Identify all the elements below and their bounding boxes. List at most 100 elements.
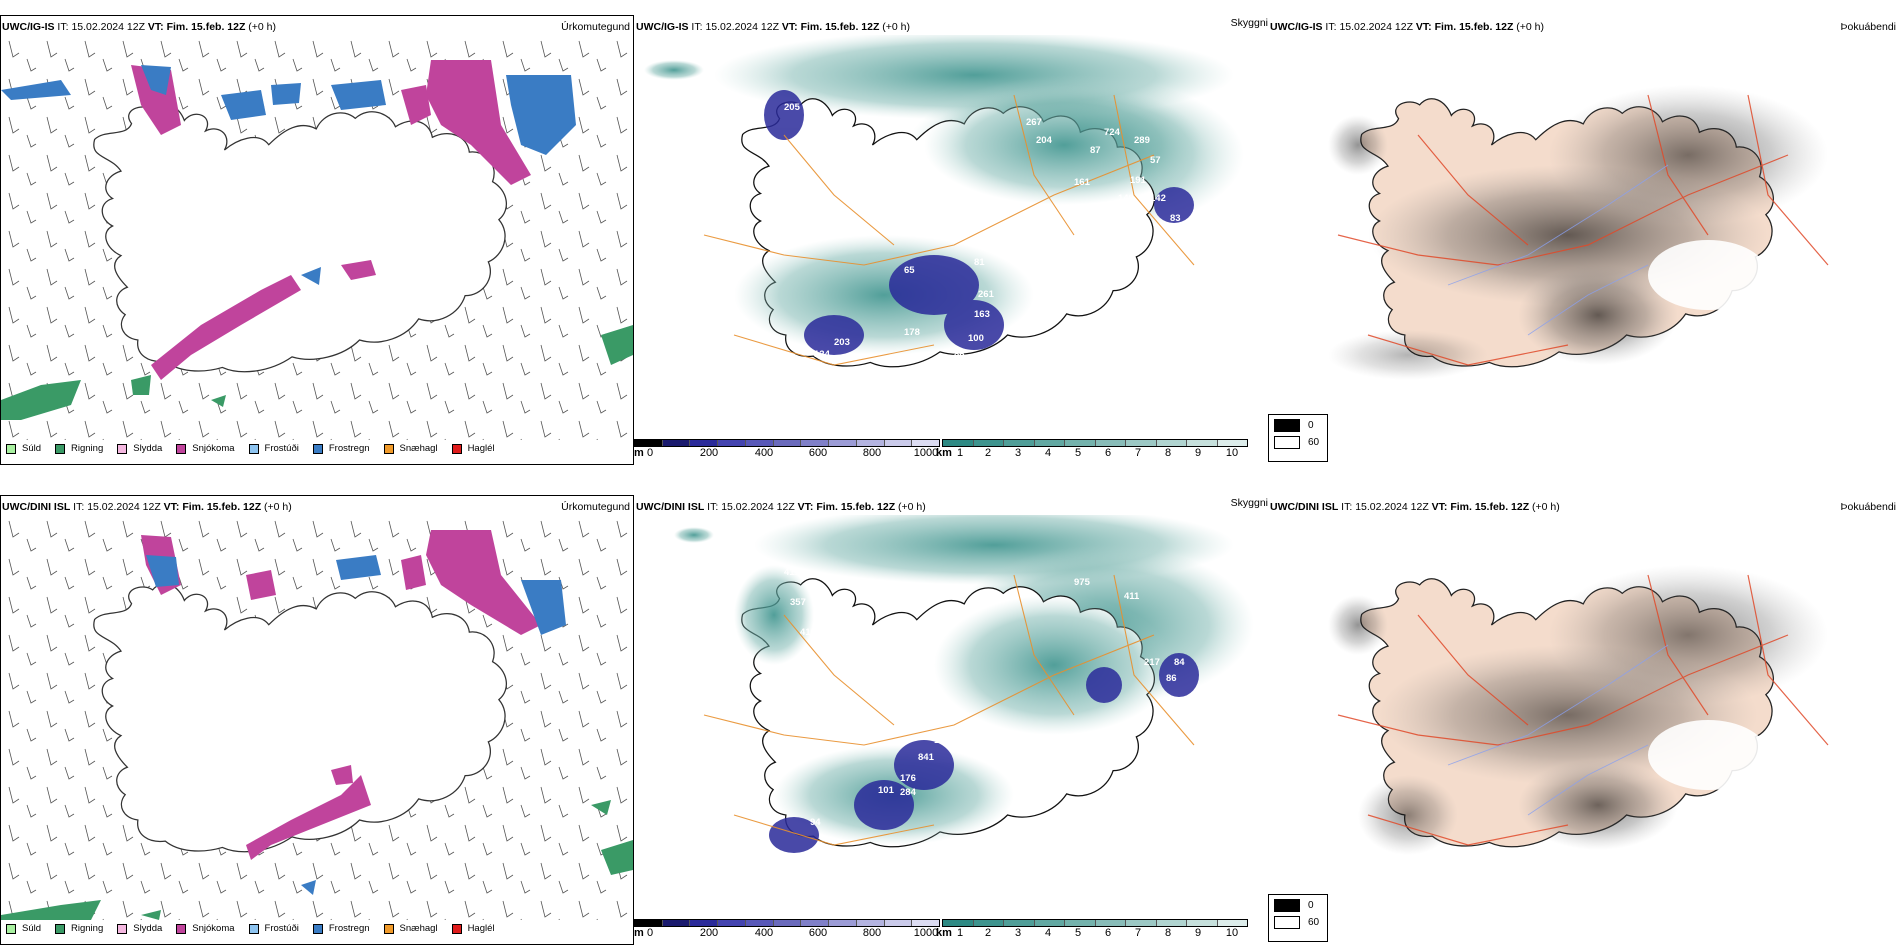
vis-label: 124 (814, 349, 831, 360)
legend-item: Slydda (117, 443, 162, 454)
visibility-panel-top: UWC/IG-IS IT: 15.02.2024 12Z VT: Fim. 15… (634, 15, 1268, 465)
fog-legend-row: 60 (1274, 916, 1322, 929)
variable-name: Úrkomutegund (561, 501, 630, 513)
colorbar-tick: 800 (862, 447, 882, 459)
colorbar-tick: 400 (754, 927, 774, 939)
colorbar-unit: km (936, 447, 952, 459)
legend-item: Súld (6, 923, 41, 934)
colorbar-tick: 3 (1014, 447, 1022, 459)
colorbar-tick: 7 (1134, 927, 1142, 939)
colorbar-tick: 0 (646, 927, 654, 939)
vis-label: 196 (988, 733, 1004, 744)
legend-swatch (55, 443, 66, 454)
vis-label: 86 (954, 349, 965, 360)
vis-label: 148 (1118, 193, 1134, 204)
colorbar-tick: 0 (646, 447, 654, 459)
vis-label: 87 (1090, 145, 1101, 156)
vis-label: 411 (1124, 591, 1140, 602)
colorbar-tick: 200 (699, 447, 719, 459)
fog-swatch (1274, 916, 1300, 929)
map-frame (0, 15, 634, 465)
colorbar-tick: 800 (862, 927, 882, 939)
colorbar-tick: 1000 (913, 927, 939, 939)
vis-label: 975 (1074, 577, 1091, 588)
colorbar-tick: 9 (1194, 447, 1202, 459)
vis-label: 876 (804, 132, 820, 143)
legend-swatch (312, 923, 323, 934)
vis-label: 83 (1170, 213, 1181, 224)
vis-label: 65 (904, 265, 915, 276)
vis-label: 161 (1074, 177, 1091, 188)
legend-item: Súld (6, 443, 41, 454)
vis-label: 57 (1150, 155, 1161, 166)
colorbar-tick: 8 (1164, 447, 1172, 459)
legend-item: Snjókoma (176, 923, 235, 934)
vis-label: 267 (1026, 117, 1042, 128)
visibility-km-colorbar: km 1 2 3 4 5 6 7 8 9 10 (936, 919, 1248, 940)
variable-name: Þokuábendi (1840, 21, 1896, 33)
fog-panel-top: UWC/IG-IS IT: 15.02.2024 12Z VT: Fim. 15… (1268, 15, 1900, 465)
legend-item: Snæhagl (383, 443, 438, 454)
colorbar-tick: 1 (956, 927, 964, 939)
vis-label: 94 (810, 817, 821, 828)
fog-swatch (1274, 419, 1300, 432)
fog-swatch (1274, 436, 1300, 449)
colorbar-tick: 1 (956, 447, 964, 459)
variable-name: Skyggni (1230, 17, 1268, 29)
colorbar-tick: 2 (984, 447, 992, 459)
colorbar-cells (942, 439, 1248, 447)
vis-label: 84 (1174, 657, 1185, 668)
vis-label: 81 (974, 257, 985, 268)
colorbar-cells (634, 439, 940, 447)
vis-label: 841 (918, 752, 935, 763)
legend-swatch (6, 923, 16, 934)
panel-title: UWC/DINI ISL IT: 15.02.2024 12Z VT: Fim.… (636, 501, 926, 513)
legend-item: Rigning (55, 923, 103, 934)
legend-swatch (383, 443, 394, 454)
legend-item: Snæhagl (383, 923, 438, 934)
colorbar-tick: 9 (1194, 927, 1202, 939)
vis-label: 284 (900, 787, 917, 798)
legend-swatch (55, 923, 66, 934)
fog-legend: 0 60 (1268, 894, 1328, 942)
colorbar-ticks: m 0 200 400 600 800 1000 (634, 447, 940, 460)
fog-legend-row: 0 (1274, 419, 1322, 432)
colorbar-ticks: m 0 200 400 600 800 1000 (634, 927, 940, 940)
legend-item: Slydda (117, 923, 162, 934)
visibility-value-labels: 411 357 410 975 411 217 84 86 196 105 84… (784, 567, 1185, 828)
legend-swatch (6, 443, 16, 454)
legend-swatch (248, 443, 259, 454)
colorbar-cells (634, 919, 940, 927)
vis-label: 191 (1130, 175, 1147, 186)
colorbar-tick: 600 (808, 927, 828, 939)
legend-swatch (117, 443, 128, 454)
colorbar-ticks: km 1 2 3 4 5 6 7 8 9 10 (936, 927, 1248, 940)
legend-swatch (176, 443, 187, 454)
colorbar-tick: 10 (1225, 927, 1239, 939)
visibility-km-colorbar: km 1 2 3 4 5 6 7 8 9 10 (936, 439, 1248, 460)
vis-label: 86 (1166, 673, 1177, 684)
precip-map (1, 35, 633, 440)
colorbar-tick: 4 (1044, 927, 1052, 939)
vis-label: 101 (878, 785, 895, 796)
colorbar-tick: 5 (1074, 447, 1082, 459)
colorbar-tick: 1000 (913, 447, 939, 459)
colorbar-tick: 4 (1044, 447, 1052, 459)
vis-label: 204 (1036, 135, 1053, 146)
vis-label: 289 (1134, 135, 1150, 146)
colorbar-tick: 7 (1134, 447, 1142, 459)
legend-swatch (383, 923, 394, 934)
legend-item: Frostregn (312, 443, 370, 454)
panel-title: UWC/IG-IS IT: 15.02.2024 12Z VT: Fim. 15… (1270, 21, 1545, 33)
vis-label: 261 (978, 289, 995, 300)
vis-label: 142 (1150, 193, 1166, 204)
legend-item: Rigning (55, 443, 103, 454)
colorbar-unit: m (634, 447, 644, 459)
map-frame (0, 495, 634, 945)
colorbar-tick: 6 (1104, 447, 1112, 459)
legend-swatch (248, 923, 259, 934)
visibility-value-labels: 205 876 267 204 724 289 87 161 191 57 14… (780, 102, 1181, 372)
visibility-map: 411 357 410 975 411 217 84 86 196 105 84… (674, 515, 1254, 853)
legend-item: Haglél (451, 923, 495, 934)
colorbar-tick: 2 (984, 927, 992, 939)
